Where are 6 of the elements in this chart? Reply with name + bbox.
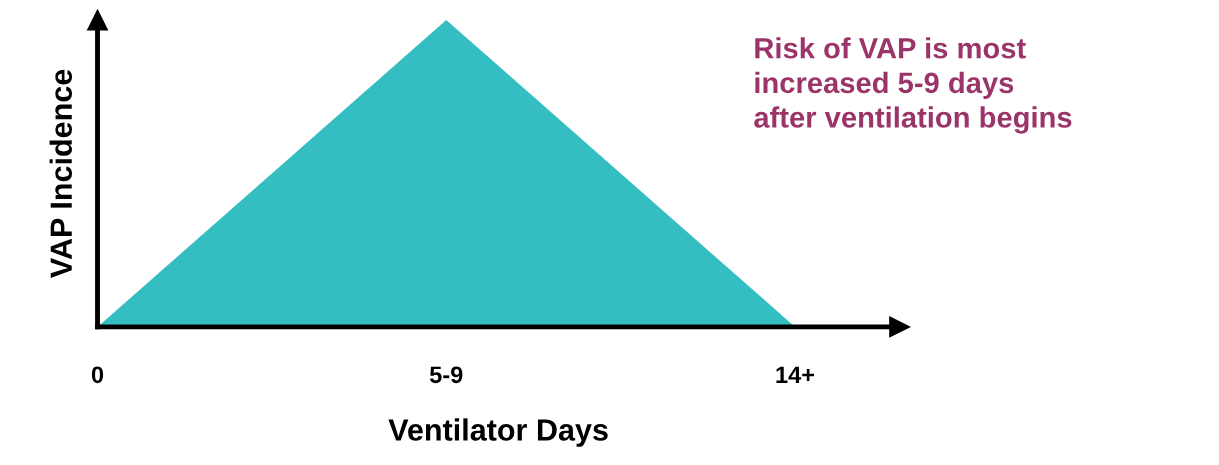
x-axis-title: Ventilator Days — [388, 418, 608, 447]
x-tick-label: 14+ — [776, 366, 815, 383]
x-tick-label: 5-9 — [429, 366, 463, 384]
y-axis-title: VAP Incidence — [49, 69, 73, 278]
x-tick-label: 0 — [91, 366, 104, 384]
annotation: Risk of VAP is most increased 5-9 days after ventilation begins — [754, 37, 1072, 134]
